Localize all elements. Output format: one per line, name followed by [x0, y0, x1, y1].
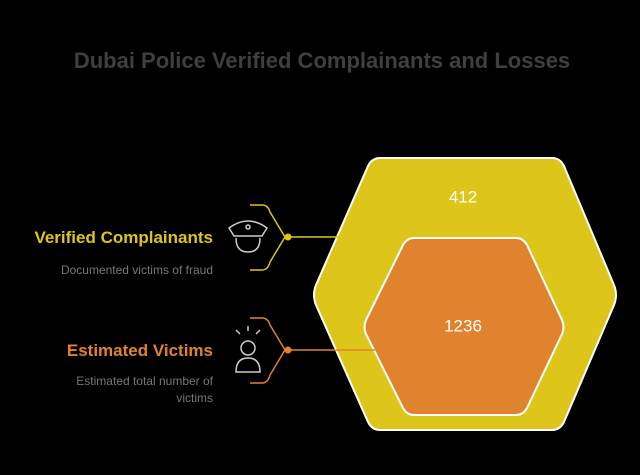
item-label: Verified Complainants — [34, 228, 213, 247]
item-description: Estimated total number of victims — [76, 374, 213, 405]
connector-dot — [284, 346, 292, 354]
item-description: Documented victims of fraud — [60, 263, 213, 277]
inner-hexagon — [363, 237, 565, 416]
title: Dubai Police Verified Complainants and L… — [73, 48, 571, 73]
value-text: 412 — [449, 187, 477, 206]
victim-icon — [235, 326, 261, 373]
connector-dot — [284, 233, 292, 241]
police-icon — [227, 220, 269, 253]
item-label: Estimated Victims — [66, 341, 213, 360]
value-text: 1236 — [444, 316, 482, 335]
